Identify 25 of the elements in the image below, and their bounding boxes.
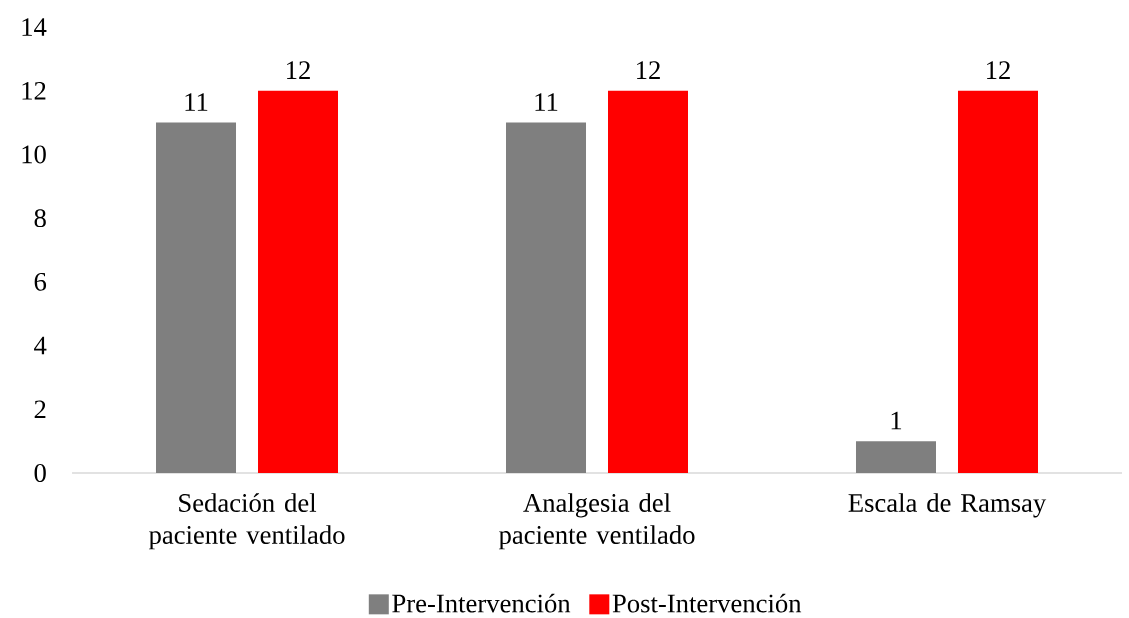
x-tick-label: Sedación del paciente ventilado: [148, 493, 345, 550]
y-tick-label: 14: [22, 18, 47, 36]
data-label: 12: [287, 61, 310, 79]
data-label: 1: [891, 411, 902, 430]
y-tick-label: 12: [22, 81, 46, 100]
y-tick-label: 6: [34, 272, 47, 291]
data-label: 12: [987, 61, 1010, 79]
legend-label: Post-Intervención: [612, 593, 802, 613]
y-tick-label: 4: [34, 336, 47, 355]
bar: [958, 90, 1038, 473]
bar: [506, 122, 586, 473]
bar: [608, 90, 688, 473]
y-tick-label: 0: [34, 463, 46, 482]
bar: [258, 90, 339, 473]
x-tick-label: Analgesia del paciente ventilado: [498, 493, 695, 550]
y-tick-label: 10: [22, 145, 46, 164]
data-label: 12: [637, 61, 660, 79]
y-tick-label: 8: [34, 209, 46, 228]
data-label: 11: [535, 93, 558, 111]
data-label: 11: [185, 93, 208, 111]
x-tick-label: Escala de Ramsay: [848, 493, 1047, 518]
legend-label: Pre-Intervención: [392, 593, 571, 613]
y-tick-label: 2: [34, 400, 46, 419]
bar: [856, 441, 936, 473]
bar: [156, 122, 237, 473]
